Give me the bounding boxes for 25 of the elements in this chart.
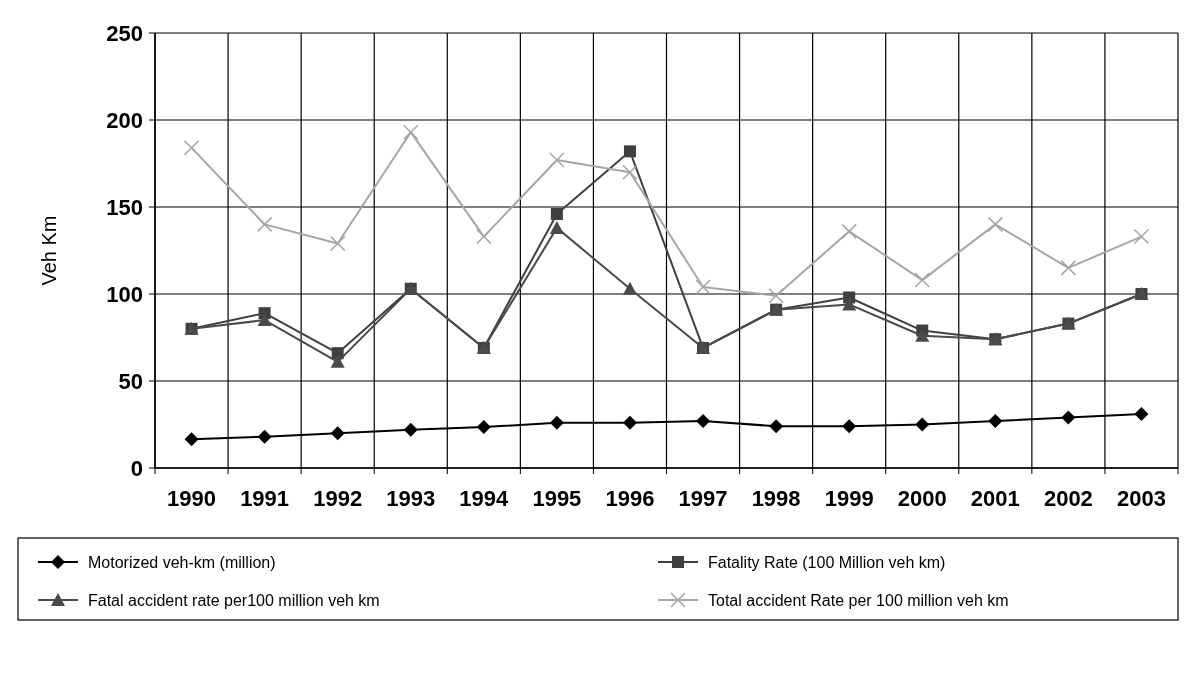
y-tick-label: 250: [106, 20, 143, 46]
x-tick-label: 2002: [1043, 486, 1093, 511]
legend-label: Fatal accident rate per100 million veh km: [88, 591, 380, 609]
x-tick-label: 1992: [313, 486, 363, 511]
x-tick-label: 1991: [240, 486, 290, 511]
y-tick-label: 100: [106, 281, 143, 307]
x-tick-label: 1993: [386, 486, 436, 511]
y-tick-label: 200: [106, 107, 143, 133]
y-axis-title: Veh Km: [38, 215, 60, 286]
x-tick-label: 1997: [678, 486, 728, 511]
legend-label: Motorized veh-km (million): [88, 553, 276, 571]
x-tick-label: 1996: [605, 486, 655, 511]
x-tick-label: 1998: [751, 486, 801, 511]
legend-label: Fatality Rate (100 Million veh km): [708, 553, 946, 571]
x-tick-label: 2000: [897, 486, 947, 511]
x-tick-label: 1994: [459, 486, 510, 511]
y-tick-label: 50: [118, 368, 143, 394]
x-tick-label: 2003: [1116, 486, 1166, 511]
y-tick-label: 0: [130, 455, 143, 481]
x-tick-label: 1995: [532, 486, 582, 511]
x-tick-label: 2001: [970, 486, 1020, 511]
legend-label: Total accident Rate per 100 million veh km: [708, 591, 1009, 609]
x-tick-label: 1999: [824, 486, 874, 511]
x-tick-label: 1990: [167, 486, 217, 511]
y-tick-label: 150: [106, 194, 143, 220]
